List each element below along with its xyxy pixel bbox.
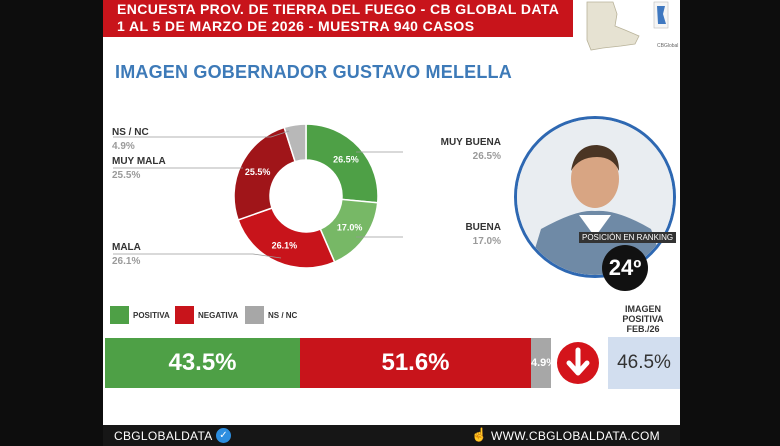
footer-website-link[interactable]: WWW.CBGLOBALDATA.COM — [491, 429, 660, 443]
down-arrow-icon — [557, 342, 599, 384]
person-icon — [517, 119, 673, 275]
verified-icon: ✓ — [216, 428, 231, 443]
map-credit: CBGlobal — [657, 43, 679, 49]
header-line-1: ENCUESTA PROV. DE TIERRA DEL FUEGO - CB … — [117, 1, 560, 17]
page-title: IMAGEN GOBERNADOR GUSTAVO MELELLA — [115, 62, 512, 82]
label-muy-mala: MUY MALA — [112, 156, 166, 167]
donut-value-label-muy-mala: 25.5% — [245, 167, 271, 177]
leader-line-mala — [113, 253, 282, 259]
pointer-hand-icon: ☝ — [471, 427, 488, 442]
label-nsnc-pct: 4.9% — [112, 141, 135, 152]
donut-value-label-buena: 17.0% — [337, 223, 363, 233]
survey-slide: ENCUESTA PROV. DE TIERRA DEL FUEGO - CB … — [103, 0, 680, 446]
footer-brand: CBGLOBALDATA — [114, 429, 213, 443]
legend-label-positiva: POSITIVA — [133, 310, 170, 320]
nsnc-bar: 4.9% — [531, 338, 556, 388]
label-muy-buena: MUY BUENA — [440, 137, 501, 148]
label-buena-pct: 17.0% — [472, 236, 501, 247]
donut-slice-muy-buena — [305, 123, 379, 204]
donut-chart: 26.5% 17.0% 26.1% 25.5% — [113, 123, 403, 269]
legend-swatch-positiva — [110, 306, 129, 324]
legend-negativa: NEGATIVA — [175, 306, 238, 324]
donut-value-label-mala: 26.1% — [272, 240, 298, 250]
negative-bar: 51.6% — [300, 338, 531, 388]
tierra-del-fuego-map-icon — [586, 1, 669, 51]
label-buena: BUENA — [465, 222, 501, 233]
footer-bar: CBGLOBALDATA ✓ ☝ WWW.CBGLOBALDATA.COM — [103, 425, 680, 446]
legend-swatch-nsnc — [245, 306, 264, 324]
header-line-2: 1 AL 5 DE MARZO DE 2026 - MUESTRA 940 CA… — [117, 18, 475, 34]
donut-value-label-muy-buena: 26.5% — [333, 155, 359, 165]
ranking-badge: 24º — [602, 245, 648, 291]
label-muy-buena-pct: 26.5% — [472, 151, 501, 162]
governor-photo — [514, 116, 676, 278]
province-map — [573, 0, 680, 62]
donut-slice-nsnc — [283, 123, 307, 163]
label-mala: MALA — [112, 242, 141, 253]
positive-bar: 43.5% — [105, 338, 300, 388]
ranking-label: POSICIÓN EN RANKING — [579, 232, 677, 243]
donut-slice-mala — [237, 207, 336, 269]
leader-line-nsnc — [113, 130, 290, 138]
label-mala-pct: 26.1% — [112, 256, 141, 267]
legend-nsnc: NS / NC — [245, 306, 297, 324]
legend-label-nsnc: NS / NC — [268, 310, 298, 320]
legend-label-negativa: NEGATIVA — [198, 310, 239, 320]
donut-slice-muy-mala — [233, 126, 297, 221]
legend-positiva: POSITIVA — [110, 306, 170, 324]
previous-image-title: IMAGEN POSITIVA FEB./26 — [622, 304, 664, 334]
legend-swatch-negativa — [175, 306, 194, 324]
label-nsnc: NS / NC — [112, 127, 149, 138]
previous-positive-value: 46.5% — [608, 337, 680, 389]
label-muy-mala-pct: 25.5% — [112, 170, 141, 181]
